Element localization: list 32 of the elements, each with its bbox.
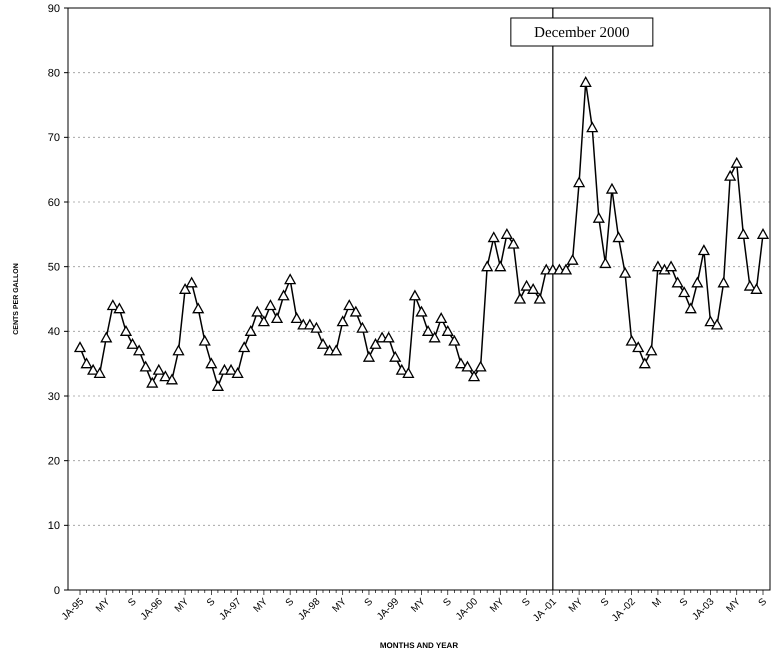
x-tick-label: M <box>650 596 664 610</box>
x-tick-label: MY <box>94 596 113 615</box>
y-tick-label: 70 <box>48 132 60 144</box>
ref-line-label: December 2000 <box>534 25 630 41</box>
y-tick-label: 90 <box>48 2 60 15</box>
x-tick-label: JA -02 <box>610 596 638 624</box>
x-tick-label: MY <box>252 596 270 615</box>
x-tick-label: S <box>362 596 376 609</box>
x-tick-label: S <box>756 596 770 609</box>
x-tick-label: S <box>204 596 218 609</box>
x-tick-label: MY <box>330 596 350 615</box>
x-tick-label: MY <box>409 596 428 615</box>
x-axis-title: MONTHS AND YEAR <box>380 641 458 650</box>
y-tick-label: 50 <box>48 262 60 274</box>
x-tick-label: S <box>678 596 691 609</box>
x-tick-label: JA -01 <box>531 596 560 624</box>
x-tick-label: MY <box>488 596 507 615</box>
y-tick-label: 80 <box>48 68 60 80</box>
y-tick-label: 20 <box>48 456 60 468</box>
x-tick-label: S <box>520 596 533 609</box>
x-tick-label: S <box>599 596 612 609</box>
y-tick-label: 60 <box>48 196 60 209</box>
x-tick-label: S <box>284 596 297 609</box>
x-tick-label: MY <box>724 596 744 615</box>
x-tick-label: MY <box>566 596 586 615</box>
x-tick-label: S <box>441 596 454 609</box>
y-tick-label: 0 <box>54 584 60 597</box>
y-tick-label: 40 <box>48 326 60 338</box>
y-tick-label: 10 <box>48 520 60 532</box>
y-tick-label: 30 <box>48 390 60 403</box>
x-tick-label: S <box>126 596 139 609</box>
x-tick-label: MY <box>172 596 192 615</box>
